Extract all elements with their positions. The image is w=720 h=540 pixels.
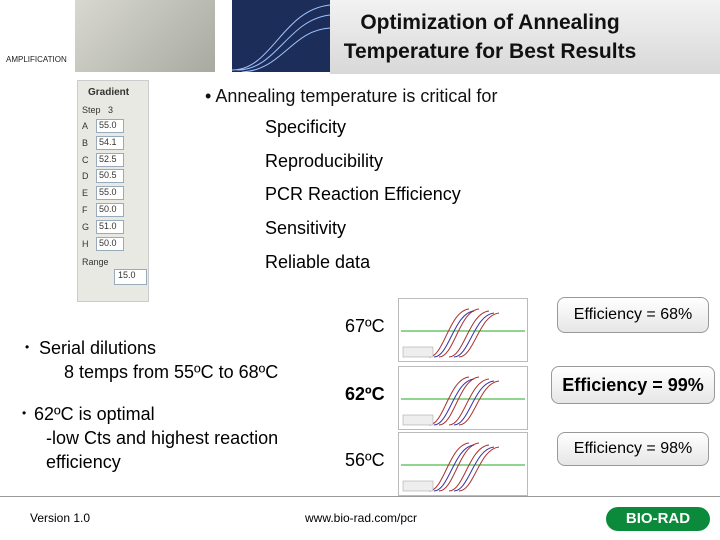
row-value: 51.0 bbox=[96, 219, 124, 234]
row-value: 55.0 bbox=[96, 186, 124, 201]
url: www.bio-rad.com/pcr bbox=[305, 511, 418, 525]
row-letter: H bbox=[82, 238, 89, 249]
sub-item: Reproducibility bbox=[265, 150, 384, 171]
plot-curves bbox=[401, 308, 525, 358]
version: Version 1.0 bbox=[30, 511, 91, 525]
temperature: 56ºC bbox=[345, 450, 385, 470]
logo: BIO-RAD bbox=[606, 507, 710, 531]
sub-item: Reliable data bbox=[265, 251, 371, 272]
row-letter: G bbox=[82, 221, 90, 232]
bullet-text: Serial dilutions bbox=[39, 338, 157, 358]
row-letter: C bbox=[82, 154, 89, 165]
bullet-dot: • bbox=[22, 406, 27, 420]
sub-item: PCR Reaction Efficiency bbox=[265, 184, 461, 205]
title-line: Optimization of Annealing bbox=[360, 11, 620, 34]
step-value: 3 bbox=[108, 105, 114, 115]
sub-item: Specificity bbox=[265, 117, 347, 137]
bullet-sub: efficiency bbox=[46, 452, 121, 472]
plot-curves bbox=[401, 442, 525, 492]
row-letter: E bbox=[82, 188, 89, 199]
efficiency-box: Efficiency = 99% bbox=[551, 366, 715, 404]
row-letter: B bbox=[82, 137, 89, 148]
row-value: 55.0 bbox=[96, 119, 124, 133]
slide-title: Optimization of Annealing Temperature for… bbox=[300, 8, 680, 66]
bullet-dot: • bbox=[25, 340, 30, 354]
bullet-sub: 8 temps from 55ºC to 68ºC bbox=[64, 362, 279, 382]
row-letter: F bbox=[82, 205, 88, 215]
row-letter: A bbox=[82, 121, 89, 131]
title-background bbox=[330, 0, 720, 74]
row-value: 50.5 bbox=[96, 169, 124, 184]
row-letter: D bbox=[82, 171, 89, 182]
range-label: Range bbox=[82, 257, 109, 267]
amplification-plot bbox=[398, 432, 528, 496]
curves-photo bbox=[232, 0, 330, 72]
footer-rule bbox=[0, 496, 720, 497]
bullet-text: 62ºC is optimal bbox=[34, 404, 155, 424]
efficiency-box: Efficiency = 98% bbox=[557, 432, 709, 466]
temperature: 67ºC bbox=[345, 316, 385, 336]
amplification-plot bbox=[398, 298, 528, 362]
panel-title: Gradient bbox=[88, 87, 130, 98]
row-value: 50.0 bbox=[96, 203, 124, 217]
range-value: 15.0 bbox=[114, 269, 147, 285]
row-value: 52.5 bbox=[96, 152, 124, 167]
title-line: Temperature for Best Results bbox=[343, 40, 637, 63]
efficiency-box: Efficiency = 68% bbox=[557, 297, 709, 333]
plot-curves bbox=[401, 376, 525, 426]
section-label: AMPLIFICATION bbox=[6, 55, 67, 64]
bullet-text: Annealing temperature is critical for bbox=[215, 86, 498, 106]
instrument-photo bbox=[75, 0, 215, 72]
gradient-panel: Gradient Step 3 A 55.0 B 54.1 C 52.5 D 50.5 E 55.0 F 5… bbox=[77, 80, 149, 302]
amplification-plot bbox=[398, 366, 528, 430]
step-label: Step bbox=[82, 105, 101, 115]
row-value: 54.1 bbox=[96, 135, 124, 150]
bullet-sub: -low Cts and highest reaction bbox=[46, 428, 279, 448]
row-value: 50.0 bbox=[96, 236, 124, 251]
main-bullet: • Annealing temperature is critical for bbox=[205, 86, 498, 106]
sub-item: Sensitivity bbox=[265, 218, 347, 239]
temperature: 62ºC bbox=[345, 384, 385, 404]
